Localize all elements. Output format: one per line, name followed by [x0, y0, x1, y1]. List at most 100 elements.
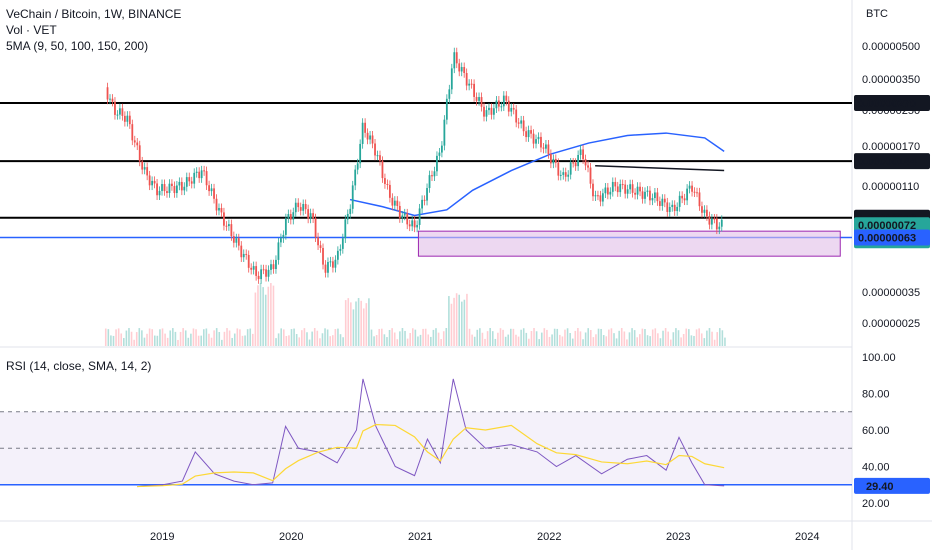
- volume-bar: [301, 330, 303, 346]
- candle-body: [616, 186, 619, 193]
- volume-bar: [682, 334, 685, 346]
- candle-body: [324, 264, 327, 273]
- candle-body: [587, 165, 589, 168]
- candle-body: [242, 253, 245, 258]
- candle-body: [488, 107, 490, 111]
- candle-body: [646, 190, 649, 192]
- candle-body: [502, 95, 505, 107]
- volume-bar: [210, 337, 213, 346]
- candle-body: [535, 139, 537, 144]
- candle-body: [257, 275, 260, 280]
- candle-body: [510, 107, 513, 112]
- candle-body: [480, 97, 483, 107]
- volume-bar: [267, 286, 270, 346]
- candle-body: [406, 213, 409, 225]
- demand-zone-box[interactable]: [417, 230, 841, 257]
- price-label-value: 0.00000063: [858, 233, 916, 245]
- candle-body: [309, 213, 312, 219]
- candle-body: [493, 108, 495, 115]
- volume-bar: [316, 330, 319, 346]
- volume-bar: [639, 334, 641, 346]
- candle-body: [663, 198, 666, 203]
- volume-bar: [228, 330, 231, 346]
- rsi-tick-label: 40.00: [862, 462, 890, 474]
- candle-body: [473, 83, 475, 97]
- candle-body: [314, 218, 317, 238]
- candle-body: [639, 186, 641, 192]
- candle-body: [344, 219, 347, 239]
- volume-bar: [595, 334, 597, 346]
- volume-bar: [703, 338, 706, 346]
- volume-bar: [600, 328, 602, 346]
- candle-body: [411, 220, 414, 227]
- candle-body: [317, 237, 319, 246]
- volume-bar: [200, 335, 203, 346]
- candle-body: [470, 83, 473, 85]
- candle-body: [572, 162, 575, 164]
- candle-body: [396, 200, 399, 206]
- volume-bar: [486, 331, 489, 346]
- volume-bar: [393, 332, 396, 346]
- ma-legend: 5MA (9, 50, 100, 150, 200): [6, 39, 149, 53]
- candle-body: [109, 98, 111, 100]
- volume-bar: [610, 328, 613, 346]
- volume-bar: [564, 329, 566, 346]
- volume-bar: [481, 332, 484, 346]
- volume-bar: [166, 337, 169, 346]
- rsi-legend: RSI (14, close, SMA, 14, 2): [6, 358, 151, 374]
- candle-body: [136, 142, 139, 146]
- volume-bar: [347, 298, 350, 346]
- candle-body: [527, 130, 530, 138]
- candle-body: [530, 130, 532, 134]
- candle-body: [403, 213, 406, 216]
- volume-bar: [538, 339, 540, 346]
- candle-body: [656, 192, 659, 202]
- candle-body: [121, 108, 124, 116]
- candle-body: [465, 73, 468, 86]
- volume-bar: [448, 296, 450, 346]
- candle-body: [421, 199, 423, 209]
- volume-bar: [365, 303, 368, 346]
- volume-bar: [115, 329, 117, 346]
- candle-body: [569, 162, 572, 175]
- volume-bar: [350, 302, 352, 346]
- candle-body: [384, 178, 386, 184]
- volume-bar: [120, 333, 123, 346]
- volume-bar: [685, 328, 688, 346]
- candle-body: [393, 200, 396, 206]
- volume-bar: [192, 328, 195, 346]
- volume-bar: [313, 328, 316, 346]
- candle-body: [361, 122, 364, 144]
- volume-bar: [453, 297, 455, 346]
- candle-body: [463, 67, 466, 74]
- drawn-trend-line[interactable]: [595, 164, 725, 172]
- volume-bar: [489, 328, 491, 346]
- candle-body: [485, 110, 488, 117]
- volume-bar: [326, 329, 329, 346]
- volume-bar: [344, 300, 347, 346]
- candle-body: [255, 266, 258, 276]
- candle-body: [512, 107, 515, 110]
- candle-body: [322, 247, 324, 265]
- volume-bar: [520, 329, 522, 346]
- volume-bar: [430, 336, 432, 346]
- candle-body: [334, 259, 337, 268]
- candle-body: [195, 171, 198, 173]
- candle-body: [379, 155, 381, 161]
- candle-body: [614, 181, 617, 187]
- candle-body: [302, 204, 305, 211]
- candle-body: [158, 190, 161, 196]
- candle-body: [240, 245, 243, 258]
- candle-body: [626, 189, 629, 194]
- rsi-tick-label: 20.00: [862, 498, 890, 510]
- volume-bar: [123, 338, 125, 346]
- candle-body: [651, 198, 654, 201]
- volume-bar: [104, 328, 107, 346]
- volume-bar: [708, 328, 711, 346]
- volume-bar: [156, 335, 159, 346]
- candle-body: [678, 195, 681, 207]
- volume-bar: [298, 337, 301, 346]
- volume-bar: [295, 334, 298, 346]
- candle-body: [114, 101, 116, 115]
